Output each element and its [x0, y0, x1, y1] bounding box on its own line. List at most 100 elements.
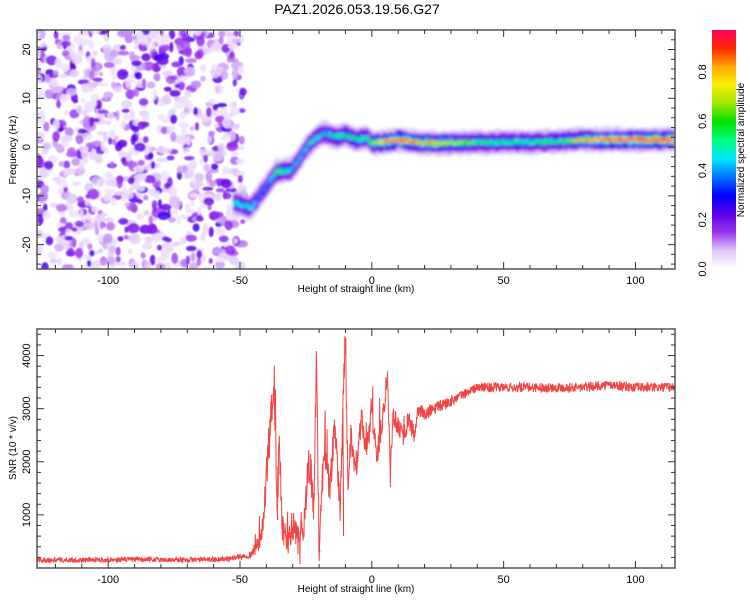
noise-blob [213, 151, 224, 162]
noise-blob [197, 206, 202, 215]
noise-blob [93, 78, 103, 82]
noise-blob [60, 74, 68, 79]
y-tick-label: -20 [21, 237, 33, 253]
noise-blob [71, 158, 79, 166]
noise-blob [162, 71, 173, 76]
noise-blob [117, 30, 128, 37]
noise-blob [131, 60, 141, 66]
noise-blob [52, 131, 59, 142]
noise-blob [143, 136, 149, 143]
noise-blob [72, 227, 78, 231]
noise-blob [125, 226, 129, 233]
colorbar-tick-label: 0.6 [697, 114, 709, 129]
noise-blob [75, 221, 84, 227]
noise-blob [141, 252, 146, 258]
colorbar-tick-label: 0.0 [697, 261, 709, 276]
noise-blob [67, 147, 76, 155]
noise-blob [208, 99, 216, 104]
noise-blob [46, 236, 54, 245]
noise-blob [194, 173, 204, 182]
noise-blob [193, 28, 202, 36]
noise-blob [111, 82, 116, 89]
noise-blob [162, 243, 169, 249]
noise-blob [208, 131, 214, 137]
colorbar-tick-label: 0.4 [697, 163, 709, 178]
ridge-cell [299, 157, 302, 159]
noise-blob [126, 89, 135, 99]
noise-blob [224, 220, 232, 230]
noise-blob [61, 41, 71, 47]
noise-blob [95, 154, 103, 164]
noise-blob [228, 44, 238, 49]
ridge-cell [238, 203, 241, 205]
noise-blob [67, 194, 78, 204]
noise-blob [73, 99, 79, 104]
noise-blob [136, 72, 142, 80]
ridge-cell [360, 136, 363, 138]
ridge-cell [307, 144, 310, 146]
noise-blob [82, 254, 89, 259]
noise-blob [66, 250, 76, 256]
noise-blob [144, 210, 150, 215]
noise-blob [99, 213, 107, 217]
ridge-cell [271, 175, 274, 177]
ridge-cell [556, 141, 559, 143]
snr-plot-area [37, 332, 675, 565]
noise-blob [206, 107, 212, 117]
noise-blob [157, 57, 169, 66]
ridge-cell [539, 141, 542, 143]
noise-blob [213, 40, 220, 50]
noise-blob [109, 130, 115, 139]
noise-blob [115, 191, 126, 196]
noise-blob [116, 256, 121, 262]
ridge-cell [505, 143, 508, 145]
noise-blob [176, 215, 180, 225]
y-tick-label: 4000 [21, 343, 33, 367]
noise-blob [195, 122, 199, 131]
noise-blob [104, 147, 109, 154]
noise-blob [190, 200, 195, 206]
noise-blob [41, 262, 48, 272]
noise-blob [196, 250, 202, 259]
noise-blob [233, 238, 238, 244]
noise-blob [75, 168, 86, 175]
x-tick-label: -50 [232, 574, 248, 586]
noise-blob [59, 161, 65, 167]
noise-blob [83, 87, 95, 93]
noise-blob [209, 227, 214, 237]
noise-blob [193, 223, 200, 231]
noise-blob [169, 90, 180, 97]
y-tick-label: -10 [21, 188, 33, 204]
colorbar-label: Normalized spectral amplitude [736, 82, 747, 217]
noise-blob [152, 89, 157, 100]
noise-blob [150, 147, 157, 151]
noise-blob [184, 67, 196, 76]
noise-blob [236, 158, 244, 164]
noise-blob [56, 176, 61, 184]
noise-blob [128, 223, 140, 233]
noise-blob [106, 120, 112, 125]
noise-blob [215, 218, 223, 222]
noise-blob [190, 126, 195, 130]
noise-blob [83, 110, 88, 117]
noise-blob [90, 100, 97, 107]
noise-blob [238, 175, 243, 183]
noise-blob [230, 107, 240, 116]
noise-blob [157, 245, 162, 251]
noise-blob [91, 260, 99, 269]
noise-blob [209, 258, 213, 264]
noise-blob [88, 83, 98, 88]
noise-blob [161, 34, 170, 43]
noise-blob [196, 36, 204, 47]
x-tick-label: 100 [626, 275, 644, 287]
noise-blob [240, 219, 245, 224]
noise-blob [180, 214, 188, 219]
noise-blob [120, 45, 126, 50]
noise-blob [57, 41, 62, 49]
snr-line [37, 336, 675, 564]
ridge-cell [297, 160, 300, 162]
noise-blob [154, 191, 160, 200]
noise-blob [62, 244, 70, 250]
noise-blob [139, 98, 148, 105]
noise-blob [116, 110, 120, 121]
